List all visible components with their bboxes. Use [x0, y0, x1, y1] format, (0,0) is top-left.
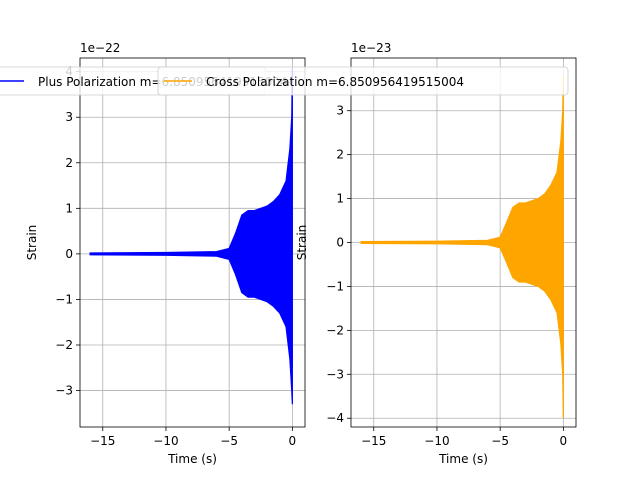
x-tick-label: −15 [361, 434, 386, 448]
plus-polarization-plot: −15−10−50−3−2−101234 1e−22 Time (s) Stra… [0, 41, 306, 466]
y-tick-label: 0 [65, 247, 73, 261]
x-axis-label: Time (s) [438, 452, 488, 466]
y-tick-label: −3 [55, 384, 73, 398]
y-tick-label: −2 [326, 323, 344, 337]
y-tick-label: 3 [65, 110, 73, 124]
y-tick-label: 2 [336, 148, 344, 162]
legend: Cross Polarization m=6.850956419515004 [157, 66, 569, 96]
y-tick-label: −3 [326, 367, 344, 381]
x-tick-label: −15 [90, 434, 115, 448]
x-axis-label: Time (s) [167, 452, 217, 466]
y-tick-label: 1 [65, 201, 73, 215]
y-axis-label: Strain [295, 225, 309, 261]
strain-series [360, 75, 564, 419]
y-tick-label: 3 [336, 104, 344, 118]
x-tick-label: −10 [424, 434, 449, 448]
legend-label: Cross Polarization m=6.850956419515004 [206, 75, 464, 89]
y-tick-label: 2 [65, 156, 73, 170]
y-axis-label: Strain [25, 225, 39, 261]
x-tick-label: −10 [153, 434, 178, 448]
x-tick-label: −5 [220, 434, 238, 448]
y-tick-label: −1 [326, 279, 344, 293]
y-tick-label: −2 [55, 338, 73, 352]
x-tick-label: −5 [491, 434, 509, 448]
y-tick-label: 1 [336, 192, 344, 206]
legend-box [157, 66, 569, 96]
y-offset-label: 1e−23 [351, 41, 391, 55]
y-offset-label: 1e−22 [80, 41, 120, 55]
y-tick-label: 0 [336, 236, 344, 250]
y-tick-label: −4 [326, 411, 344, 425]
x-tick-label: 0 [289, 434, 297, 448]
y-tick-label: −1 [55, 292, 73, 306]
strain-series [89, 67, 293, 405]
plot-frame [79, 57, 306, 428]
x-tick-label: 0 [560, 434, 568, 448]
